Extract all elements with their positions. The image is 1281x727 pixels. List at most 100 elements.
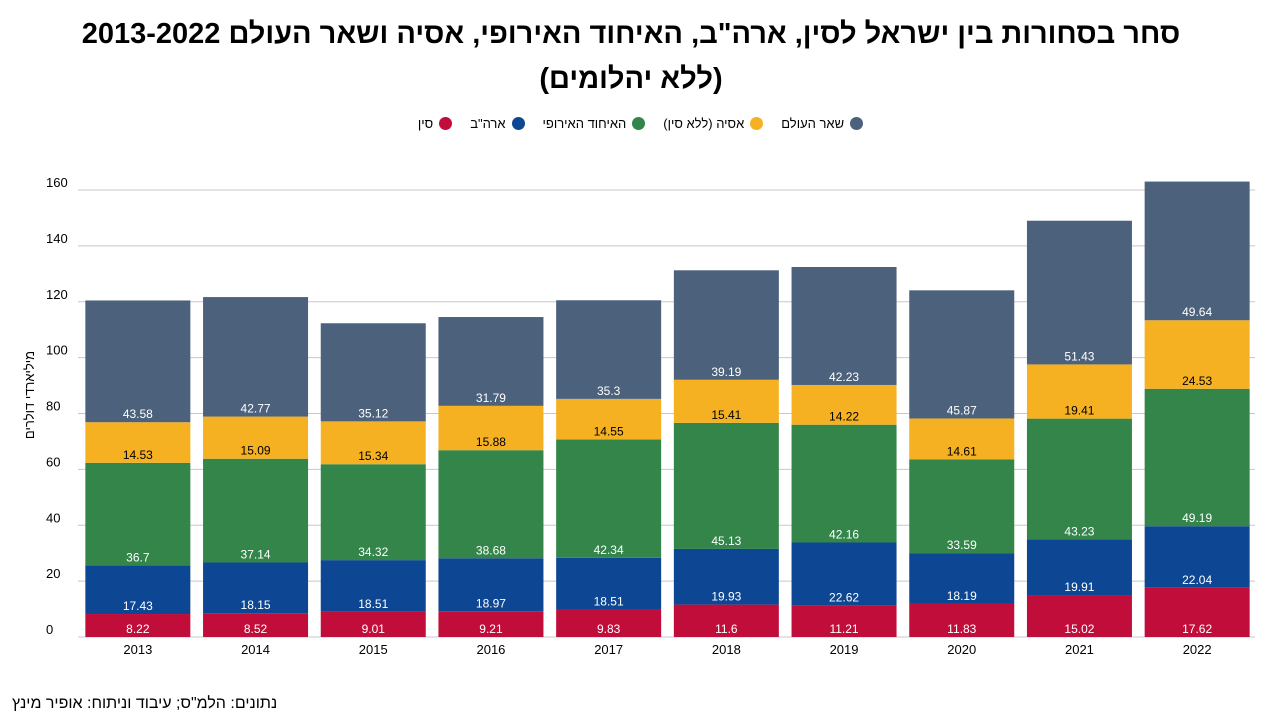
bar-2016-series-3 (438, 405, 544, 451)
stacked-bar-chart: 0 20 40 60 80 100 120 140 160 מיליארדי דולרים 8.22… (22, 175, 1255, 657)
y-tick-label-40: 40 (46, 510, 60, 525)
x-tick-label-2021: 2021 (1065, 642, 1094, 657)
data-label-2014-series-1: 18.15 (241, 598, 271, 612)
bar-2020-series-4 (909, 290, 1015, 419)
legend-item-2: האיחוד האירופי (543, 116, 646, 131)
data-label-2014-series-0: 8.52 (244, 622, 268, 636)
bar-2015-series-2 (320, 464, 426, 561)
y-tick-label-120: 120 (46, 287, 68, 302)
data-label-2020-series-3: 14.61 (947, 444, 977, 458)
bar-2022-series-0 (1144, 587, 1250, 637)
bar-2021-series-2 (1026, 418, 1132, 540)
bar-2020-series-3 (909, 418, 1015, 460)
legend-swatch-4 (850, 117, 864, 130)
y-tick-label-140: 140 (46, 231, 68, 246)
bar-2015-series-1 (320, 560, 426, 612)
data-label-2016-series-3: 15.88 (476, 435, 506, 449)
data-label-2019-series-0: 11.21 (829, 622, 858, 636)
bar-2015-series-0 (320, 611, 426, 637)
data-label-2013-series-1: 17.43 (123, 599, 153, 613)
y-tick-label-100: 100 (46, 343, 68, 358)
data-label-2020-series-0: 11.83 (947, 622, 976, 636)
legend-label-4: שאר העולם (781, 116, 845, 131)
data-label-2022-series-3: 24.53 (1182, 374, 1212, 388)
data-label-2014-series-4: 42.77 (241, 402, 271, 416)
chart-legend: שאר העולם אסיה (ללא סין) האיחוד האירופי ארה… (0, 116, 1281, 131)
legend-label-1: ארה"ב (470, 116, 506, 131)
bar-2021-series-0 (1026, 595, 1132, 637)
bar-2018-series-1 (673, 548, 779, 605)
bar-2019-series-1 (791, 542, 897, 606)
data-label-2013-series-0: 8.22 (126, 622, 150, 636)
data-label-2017-series-0: 9.83 (597, 622, 621, 636)
data-label-2021-series-4: 51.43 (1064, 349, 1094, 363)
bar-2019-series-4 (791, 266, 897, 385)
data-label-2021-series-2: 43.23 (1064, 524, 1094, 538)
data-label-2018-series-3: 15.41 (711, 408, 741, 422)
chart-title-line-2: (ללא יהלומים) (539, 63, 723, 95)
bar-2013-series-0 (85, 614, 191, 637)
bar-2018-series-4 (673, 270, 779, 380)
data-label-2022-series-4: 49.64 (1182, 305, 1212, 319)
bar-2015-series-3 (320, 421, 426, 465)
legend-item-3: אסיה (ללא סין) (663, 116, 764, 131)
bar-2021-series-4 (1026, 220, 1132, 365)
data-label-2016-series-0: 9.21 (479, 622, 503, 636)
y-tick-label-0: 0 (46, 622, 53, 637)
data-label-2016-series-1: 18.97 (476, 596, 506, 610)
bar-2016-series-2 (438, 450, 544, 559)
y-tick-label-160: 160 (46, 175, 68, 190)
bar-2022-series-4 (1144, 181, 1250, 321)
legend-label-2: האיחוד האירופי (542, 116, 627, 131)
data-label-2019-series-4: 42.23 (829, 370, 859, 384)
bar-2016-series-0 (438, 611, 544, 637)
source-note: נתונים: הלמ"ס; עיבוד וניתוח: אופיר מינץ (12, 695, 278, 712)
bar-2017-series-3 (556, 398, 662, 440)
data-label-2018-series-0: 11.6 (715, 622, 738, 636)
data-label-2015-series-3: 15.34 (358, 449, 388, 463)
data-label-2017-series-3: 14.55 (594, 425, 624, 439)
legend-swatch-3 (750, 117, 764, 130)
data-label-2015-series-0: 9.01 (362, 622, 386, 636)
data-label-2016-series-4: 31.79 (476, 391, 506, 405)
data-label-2013-series-3: 14.53 (123, 448, 153, 462)
bar-2014-series-0 (203, 613, 309, 637)
data-label-2016-series-2: 38.68 (476, 543, 506, 557)
x-tick-label-2017: 2017 (594, 642, 623, 657)
legend-item-1: ארה"ב (470, 116, 525, 131)
data-label-2015-series-4: 35.12 (358, 406, 388, 420)
data-label-2019-series-2: 42.16 (829, 527, 859, 541)
x-tick-label-2014: 2014 (241, 642, 270, 657)
bar-2014-series-1 (203, 562, 309, 614)
data-label-2021-series-1: 19.91 (1064, 580, 1094, 594)
x-tick-label-2016: 2016 (476, 642, 505, 657)
legend-label-0: סין (417, 116, 434, 131)
y-tick-label-80: 80 (46, 399, 60, 414)
data-label-2020-series-2: 33.59 (947, 538, 977, 552)
x-tick-label-2013: 2013 (123, 642, 152, 657)
data-label-2017-series-1: 18.51 (594, 595, 624, 609)
x-tick-label-2019: 2019 (830, 642, 859, 657)
data-label-2020-series-1: 18.19 (947, 589, 977, 603)
x-tick-label-2020: 2020 (947, 642, 976, 657)
data-label-2017-series-4: 35.3 (597, 384, 621, 398)
x-tick-label-2015: 2015 (359, 642, 388, 657)
bar-2019-series-0 (791, 605, 897, 637)
data-label-2014-series-3: 15.09 (241, 444, 271, 458)
bar-2021-series-3 (1026, 364, 1132, 419)
bar-2013-series-3 (85, 422, 191, 463)
bar-2021-series-1 (1026, 539, 1132, 596)
legend-swatch-0 (439, 117, 453, 130)
bar-2013-series-4 (85, 300, 191, 423)
data-label-2017-series-2: 42.34 (594, 543, 624, 557)
x-tick-label-2018: 2018 (712, 642, 741, 657)
bar-2022-series-2 (1144, 388, 1250, 527)
bar-2015-series-4 (320, 323, 426, 422)
data-label-2021-series-0: 15.02 (1064, 622, 1094, 636)
bar-2018-series-0 (673, 604, 779, 637)
bar-2022-series-1 (1144, 526, 1250, 588)
legend-item-4: שאר העולם (781, 116, 864, 131)
data-label-2022-series-2: 49.19 (1182, 511, 1212, 525)
bar-2013-series-2 (85, 462, 191, 566)
bar-2017-series-1 (556, 557, 662, 610)
